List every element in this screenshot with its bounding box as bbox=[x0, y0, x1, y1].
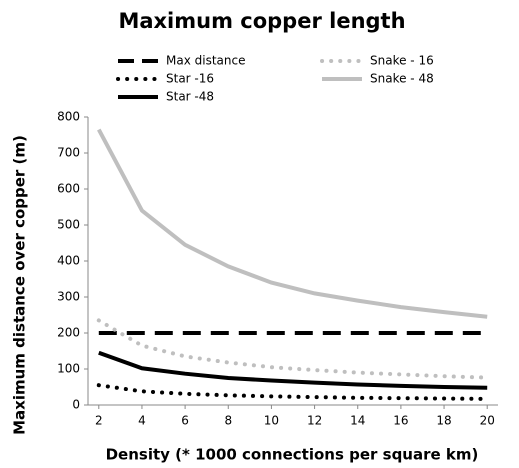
y-tick-label: 800 bbox=[57, 110, 80, 124]
y-axis-label: Maximum distance over copper (m) bbox=[11, 135, 29, 435]
series-line bbox=[98, 350, 488, 390]
legend-label: Star -48 bbox=[166, 90, 214, 104]
series-line bbox=[96, 318, 490, 380]
series-line bbox=[96, 383, 490, 401]
y-tick-label: 0 bbox=[72, 398, 80, 412]
x-tick-label: 6 bbox=[181, 414, 189, 428]
x-tick-label: 8 bbox=[224, 414, 232, 428]
series-line bbox=[97, 128, 488, 319]
y-tick-label: 700 bbox=[57, 146, 80, 160]
y-tick-label: 400 bbox=[57, 254, 80, 268]
x-tick-label: 18 bbox=[436, 414, 451, 428]
chart-title: Maximum copper length bbox=[118, 9, 405, 33]
x-tick-label: 12 bbox=[307, 414, 322, 428]
y-tick-label: 600 bbox=[57, 182, 80, 196]
x-tick-label: 20 bbox=[480, 414, 495, 428]
legend-label: Snake - 16 bbox=[370, 54, 434, 68]
y-tick-label: 200 bbox=[57, 326, 80, 340]
y-tick-label: 300 bbox=[57, 290, 80, 304]
legend-label: Star -16 bbox=[166, 72, 214, 86]
y-tick-label: 100 bbox=[57, 362, 80, 376]
x-tick-label: 16 bbox=[393, 414, 408, 428]
legend-label: Max distance bbox=[166, 54, 245, 68]
x-tick-label: 2 bbox=[95, 414, 103, 428]
legend-label: Snake - 48 bbox=[370, 72, 434, 86]
x-tick-label: 4 bbox=[138, 414, 146, 428]
x-tick-label: 10 bbox=[264, 414, 279, 428]
y-tick-label: 500 bbox=[57, 218, 80, 232]
x-tick-label: 14 bbox=[350, 414, 365, 428]
x-axis-label: Density (* 1000 connections per square k… bbox=[106, 446, 479, 464]
